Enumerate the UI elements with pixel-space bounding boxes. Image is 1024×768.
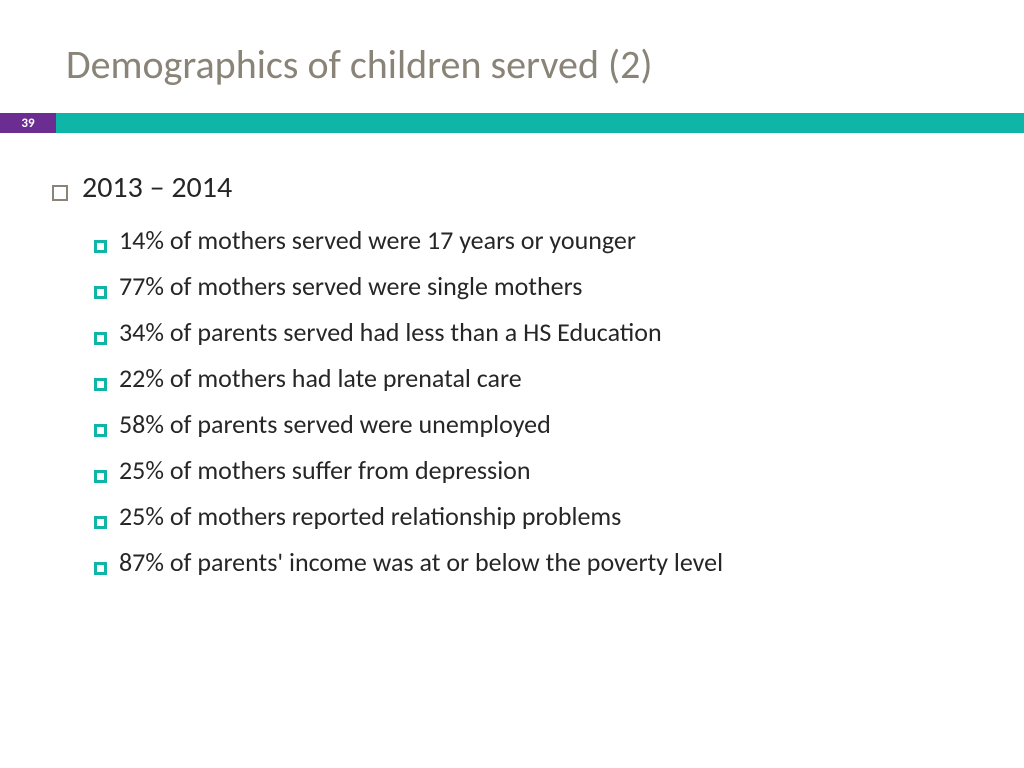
square-bullet-icon	[94, 424, 107, 437]
stat-text: 58% of parents served were unemployed	[119, 408, 551, 440]
period-item: 2013 – 2014	[52, 169, 984, 206]
stat-text: 25% of mothers reported relationship pro…	[119, 500, 621, 532]
stat-text: 14% of mothers served were 17 years or y…	[119, 224, 636, 256]
accent-bar: 39	[0, 113, 1024, 133]
list-item: 58% of parents served were unemployed	[94, 408, 984, 440]
square-bullet-icon	[94, 470, 107, 483]
page-number: 39	[0, 113, 56, 133]
square-bullet-icon	[94, 562, 107, 575]
list-item: 34% of parents served had less than a HS…	[94, 316, 984, 348]
stat-text: 22% of mothers had late prenatal care	[119, 362, 522, 394]
stat-text: 77% of mothers served were single mother…	[119, 270, 582, 302]
list-item: 25% of mothers reported relationship pro…	[94, 500, 984, 532]
list-item: 87% of parents' income was at or below t…	[94, 546, 984, 578]
stat-text: 25% of mothers suffer from depression	[119, 454, 531, 486]
period-text: 2013 – 2014	[82, 169, 232, 206]
list-item: 25% of mothers suffer from depression	[94, 454, 984, 486]
list-item: 14% of mothers served were 17 years or y…	[94, 224, 984, 256]
square-bullet-icon	[94, 240, 107, 253]
teal-accent-bar	[56, 113, 1024, 133]
list-item: 77% of mothers served were single mother…	[94, 270, 984, 302]
square-bullet-icon	[94, 378, 107, 391]
stat-text: 87% of parents' income was at or below t…	[119, 546, 723, 578]
slide-title: Demographics of children served (2)	[0, 0, 1024, 113]
square-bullet-icon	[94, 286, 107, 299]
stats-list: 14% of mothers served were 17 years or y…	[52, 224, 984, 578]
stat-text: 34% of parents served had less than a HS…	[119, 316, 662, 348]
square-bullet-icon	[94, 516, 107, 529]
slide-content: 2013 – 2014 14% of mothers served were 1…	[0, 169, 1024, 578]
square-bullet-icon	[94, 332, 107, 345]
square-bullet-icon	[52, 185, 68, 201]
list-item: 22% of mothers had late prenatal care	[94, 362, 984, 394]
